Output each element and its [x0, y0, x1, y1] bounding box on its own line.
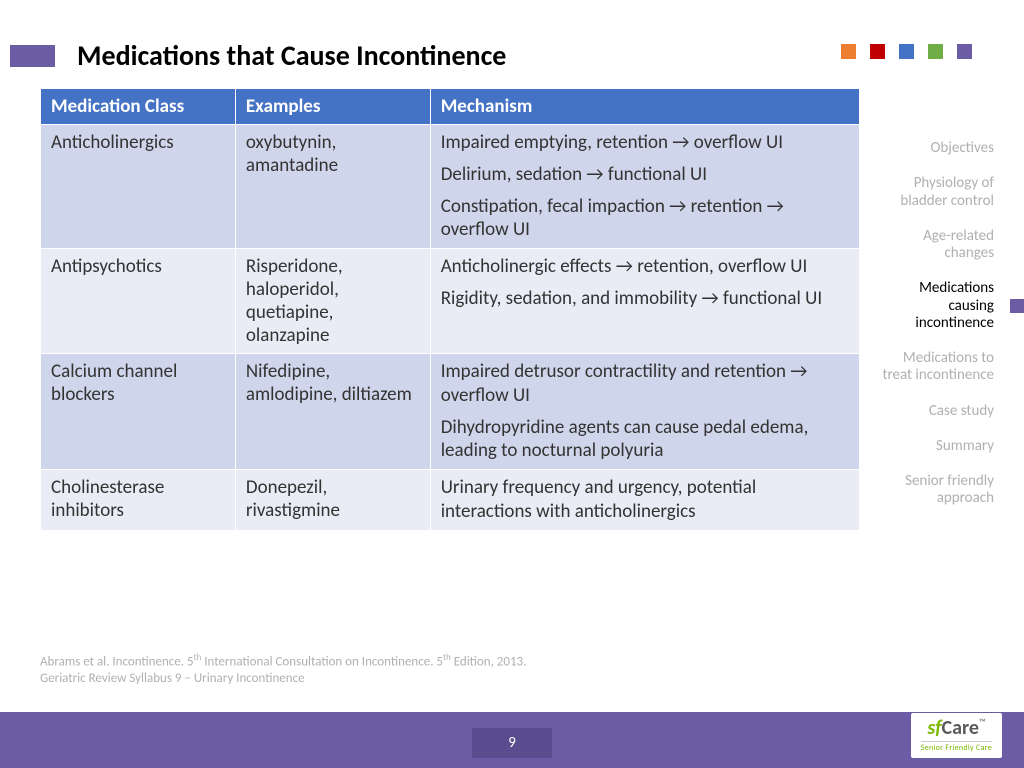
cell-mechanism: Anticholinergic effects → retention, ove…	[430, 249, 859, 354]
title-bar: Medications that Cause Incontinence	[10, 38, 506, 73]
page-title: Medications that Cause Incontinence	[77, 38, 506, 73]
outline-sidebar: Objectives Physiology of bladder control A…	[874, 140, 994, 508]
square-1	[870, 44, 885, 59]
page-number: 9	[472, 728, 552, 758]
logo-tagline: Senior Friendly Care	[921, 741, 992, 753]
square-4	[957, 44, 972, 59]
outline-item[interactable]: Summary	[874, 438, 994, 455]
citation: Abrams et al. Incontinence. 5th Internat…	[40, 652, 526, 688]
outline-item[interactable]: Senior friendly approach	[874, 473, 994, 508]
square-0	[841, 44, 856, 59]
cell-examples: oxybutynin, amantadine	[235, 125, 430, 249]
table-row: Anticholinergicsoxybutynin, amantadineIm…	[41, 125, 860, 249]
outline-item[interactable]: Case study	[874, 403, 994, 420]
medication-table: Medication Class Examples Mechanism Anti…	[40, 88, 860, 531]
cell-class: Calcium channel blockers	[41, 354, 236, 470]
col-header-class: Medication Class	[41, 89, 236, 125]
cell-class: Anticholinergics	[41, 125, 236, 249]
logo-brand: sfCare™	[927, 716, 985, 740]
outline-item[interactable]: Medications to treat incontinence	[874, 350, 994, 385]
color-squares	[841, 44, 972, 59]
cell-mechanism: Impaired emptying, retention → overflow …	[430, 125, 859, 249]
cell-examples: Donepezil, rivastigmine	[235, 470, 430, 531]
square-2	[899, 44, 914, 59]
title-accent	[10, 45, 55, 67]
outline-item[interactable]: Medications causing incontinence	[874, 280, 994, 332]
outline-item[interactable]: Physiology of bladder control	[874, 175, 994, 210]
cell-mechanism: Urinary frequency and urgency, potential…	[430, 470, 859, 531]
outline-item[interactable]: Age-related changes	[874, 228, 994, 263]
citation-line2: Geriatric Review Syllabus 9 – Urinary In…	[40, 670, 526, 688]
cell-class: Antipsychotics	[41, 249, 236, 354]
cell-mechanism: Impaired detrusor contractility and rete…	[430, 354, 859, 470]
col-header-mechanism: Mechanism	[430, 89, 859, 125]
citation-line1: Abrams et al. Incontinence. 5th Internat…	[40, 652, 526, 671]
table-row: AntipsychoticsRisperidone, haloperidol, …	[41, 249, 860, 354]
sfcare-logo: sfCare™ Senior Friendly Care	[911, 713, 1002, 758]
square-3	[928, 44, 943, 59]
cell-examples: Nifedipine, amlodipine, diltiazem	[235, 354, 430, 470]
table-header-row: Medication Class Examples Mechanism	[41, 89, 860, 125]
table-row: Cholinesterase inhibitorsDonepezil, riva…	[41, 470, 860, 531]
cell-class: Cholinesterase inhibitors	[41, 470, 236, 531]
cell-examples: Risperidone, haloperidol, quetiapine, ol…	[235, 249, 430, 354]
outline-item[interactable]: Objectives	[874, 140, 994, 157]
table-row: Calcium channel blockersNifedipine, amlo…	[41, 354, 860, 470]
col-header-examples: Examples	[235, 89, 430, 125]
